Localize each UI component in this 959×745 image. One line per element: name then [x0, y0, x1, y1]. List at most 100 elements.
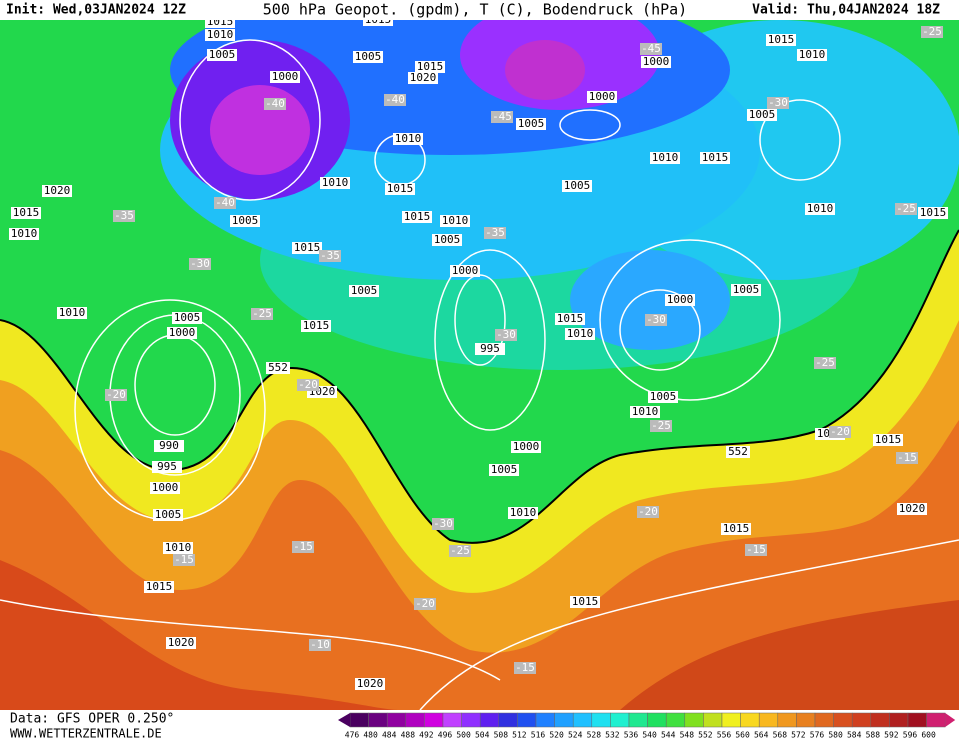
- temperature-label: -20: [415, 597, 435, 610]
- label-box: [270, 71, 300, 83]
- scale-cell: [926, 712, 946, 728]
- pressure-label: 1015: [13, 206, 40, 219]
- temperature-label: -20: [830, 425, 850, 438]
- temperature-label: -35: [320, 249, 340, 262]
- pressure-label: 1020: [44, 184, 71, 197]
- label-box: [167, 327, 197, 339]
- label-box: [251, 308, 273, 320]
- label-box: [154, 440, 184, 452]
- pressure-label: 1010: [442, 214, 469, 227]
- pressure-label: 1015: [572, 595, 599, 608]
- label-box: [641, 56, 671, 68]
- label-box: [767, 97, 789, 109]
- label-box: [11, 207, 41, 219]
- scale-cell: [740, 712, 760, 728]
- label-box: [450, 265, 480, 277]
- height-label: 552: [268, 361, 288, 374]
- label-box: [415, 61, 445, 73]
- scale-arrow: [945, 713, 956, 727]
- label-box: [491, 111, 513, 123]
- label-box: [630, 406, 660, 418]
- label-box: [432, 234, 462, 246]
- scale-cell: [610, 712, 630, 728]
- scale-cell: [647, 712, 667, 728]
- pressure-label: 1010: [807, 202, 834, 215]
- field-area: [570, 250, 730, 350]
- label-box: [384, 94, 406, 106]
- label-box: [172, 312, 202, 324]
- scale-label: 484: [382, 731, 397, 740]
- temperature-label: -20: [638, 505, 658, 518]
- scale-label: 596: [903, 731, 918, 740]
- label-box: [508, 507, 538, 519]
- label-box: [292, 541, 314, 553]
- temperature-label: -20: [298, 378, 318, 391]
- label-box: [640, 43, 662, 55]
- label-box: [9, 228, 39, 240]
- label-box: [650, 152, 680, 164]
- temperature-label: -25: [252, 307, 272, 320]
- scale-label: 552: [698, 731, 713, 740]
- label-box: [489, 464, 519, 476]
- scale-cell: [572, 712, 593, 728]
- temperature-label: -25: [896, 202, 916, 215]
- scale-label: 536: [624, 731, 639, 740]
- init-time: Init: Wed,03JAN2024 12Z: [6, 3, 186, 18]
- label-box: [297, 379, 319, 391]
- label-box: [514, 662, 536, 674]
- pressure-label: 990: [159, 439, 179, 452]
- label-box: [829, 426, 851, 438]
- label-box: [897, 503, 927, 515]
- label-box: [214, 197, 236, 209]
- scale-label: 532: [605, 731, 620, 740]
- scale-cell: [424, 712, 444, 728]
- pressure-label: 1005: [174, 311, 201, 324]
- label-box: [797, 49, 827, 61]
- temperature-label: -15: [293, 540, 313, 553]
- scale-cell: [349, 712, 369, 728]
- scale-cell: [777, 712, 797, 728]
- temperature-label: -10: [310, 638, 330, 651]
- scale-cell: [758, 712, 779, 728]
- pressure-label: 1005: [564, 179, 591, 192]
- scale-cell: [833, 712, 853, 728]
- temperature-label: -15: [174, 553, 194, 566]
- scale-label: 496: [438, 731, 453, 740]
- pressure-label: 1005: [733, 283, 760, 296]
- pressure-label: 1015: [387, 182, 414, 195]
- temperature-label: -25: [651, 419, 671, 432]
- label-box: [266, 362, 290, 374]
- pressure-label: 1005: [491, 463, 518, 476]
- data-source: Data: GFS OPER 0.250°: [10, 712, 174, 727]
- valid-time: Valid: Thu,04JAN2024 18Z: [752, 3, 940, 18]
- scale-label: 528: [587, 731, 602, 740]
- label-box: [402, 211, 432, 223]
- label-box: [207, 49, 237, 61]
- label-box: [570, 596, 600, 608]
- pressure-label: 1010: [11, 227, 38, 240]
- pressure-label: 1010: [632, 405, 659, 418]
- temperature-label: -35: [485, 226, 505, 239]
- scale-cell: [665, 712, 686, 728]
- temperature-label: -30: [496, 328, 516, 341]
- label-box: [144, 581, 174, 593]
- temperature-label: -30: [190, 257, 210, 270]
- scale-label: 560: [735, 731, 750, 740]
- scale-cell: [479, 712, 500, 728]
- scale-label: 488: [401, 731, 416, 740]
- pressure-label: 1005: [434, 233, 461, 246]
- scale-label: 480: [363, 731, 378, 740]
- label-box: [516, 118, 546, 130]
- scale-cell: [721, 712, 741, 728]
- scale-cell: [442, 712, 462, 728]
- pressure-label: 1005: [518, 117, 545, 130]
- field-area: [0, 420, 959, 710]
- pressure-label: 1000: [643, 55, 670, 68]
- header-bar: [0, 0, 959, 20]
- temperature-label: -25: [815, 356, 835, 369]
- pressure-label: 1015: [768, 33, 795, 46]
- label-box: [440, 215, 470, 227]
- pressure-label: 1020: [410, 71, 437, 84]
- pressure-label: 1015: [417, 60, 444, 73]
- label-box: [511, 441, 541, 453]
